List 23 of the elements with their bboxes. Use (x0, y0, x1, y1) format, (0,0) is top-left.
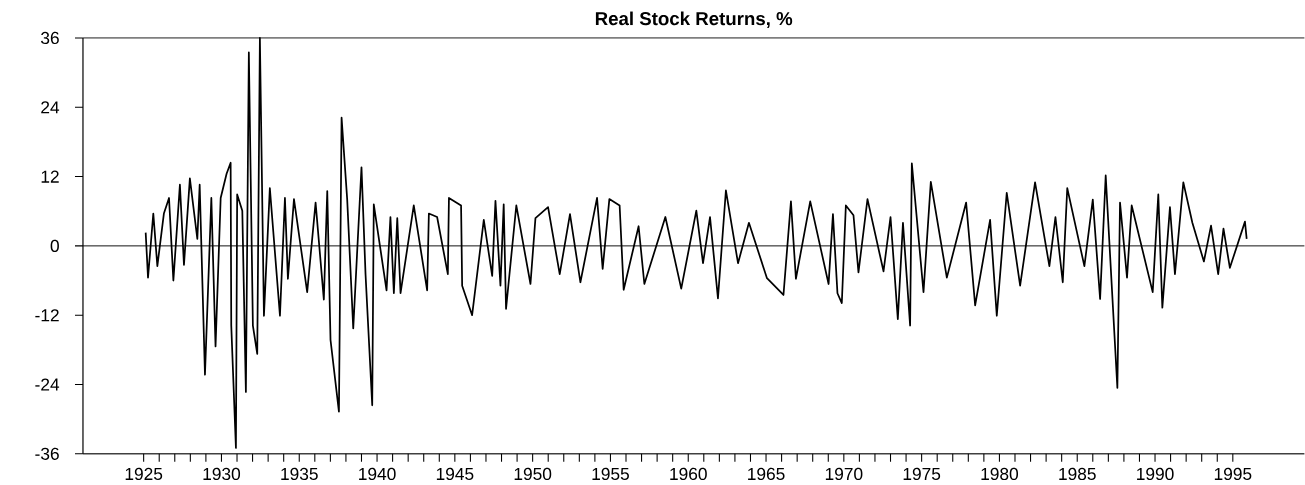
x-tick-label: 1955 (592, 467, 629, 481)
x-tick-label: 1960 (670, 467, 707, 481)
x-tick-label: 1970 (825, 467, 863, 481)
x-tick-label: 1930 (203, 467, 241, 481)
y-tick-label: 36 (41, 31, 59, 45)
y-tick-label: 0 (50, 239, 59, 253)
x-tick-label: 1995 (1214, 467, 1252, 481)
x-tick-label: 1935 (281, 467, 318, 481)
y-tick-label: -12 (35, 309, 59, 322)
y-tick-label: 12 (41, 170, 59, 183)
x-tick-label: 1925 (125, 467, 163, 481)
x-tick-label: 1965 (748, 467, 785, 481)
x-tick-label: 1975 (903, 467, 941, 481)
chart-title: Real Stock Returns, % (595, 11, 793, 29)
x-tick-label: 1985 (1059, 467, 1096, 481)
x-tick-label: 1940 (359, 467, 396, 481)
x-tick-label: 1980 (981, 467, 1019, 481)
y-tick-label: -24 (35, 378, 60, 391)
x-tick-label: 1990 (1137, 467, 1174, 481)
x-tick-label: 1945 (436, 467, 474, 481)
x-tick-label: 1950 (514, 467, 552, 481)
y-tick-label: 24 (41, 101, 60, 114)
y-tick-label: -36 (35, 447, 59, 461)
